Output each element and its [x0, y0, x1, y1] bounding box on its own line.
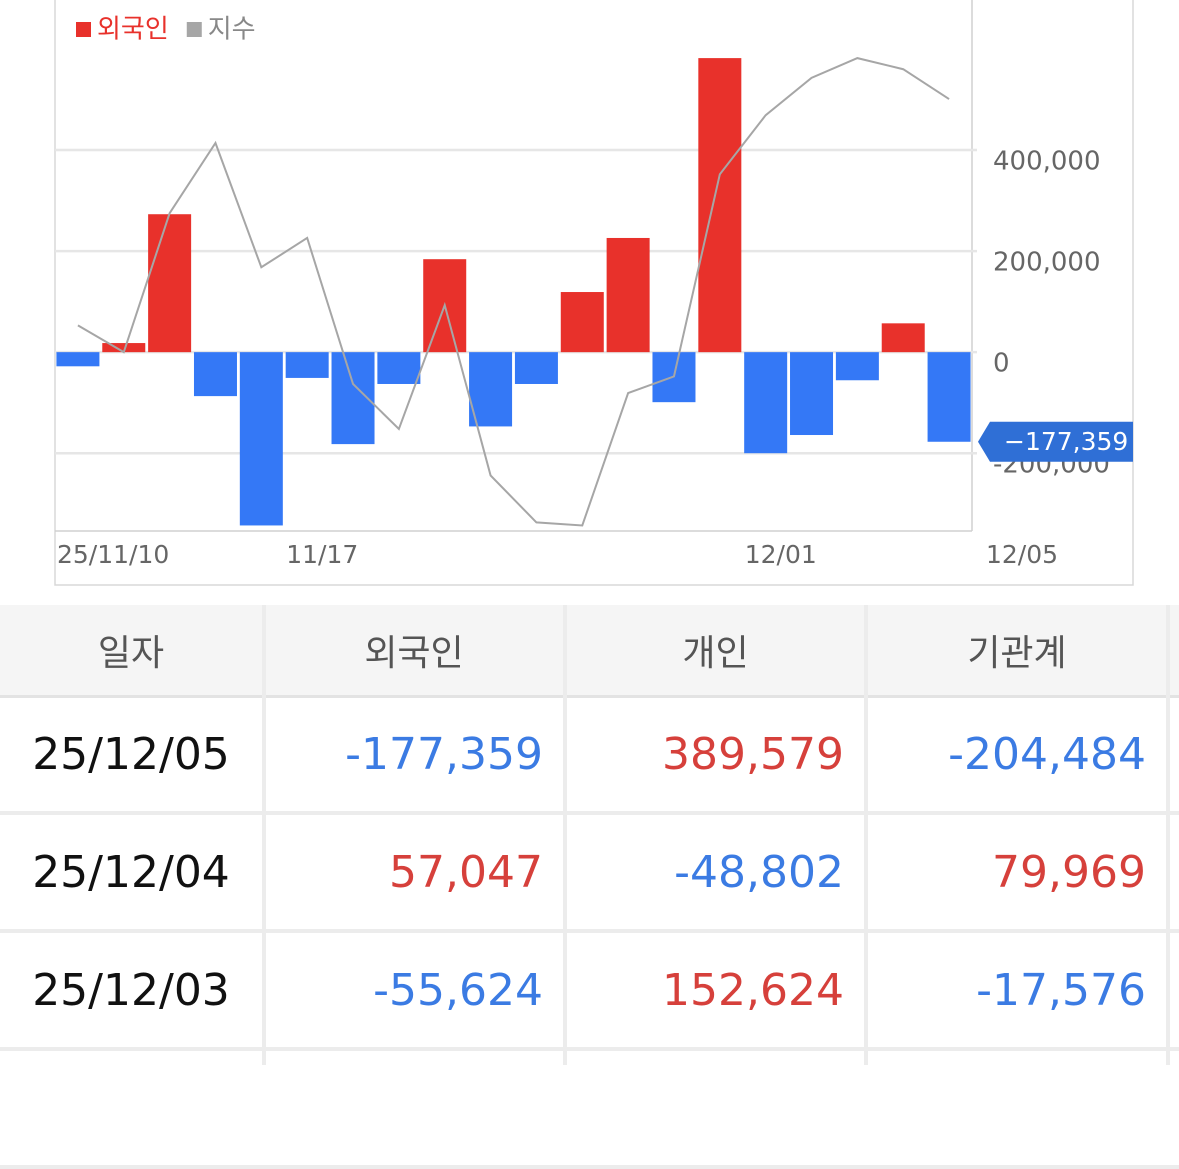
value-cell: [1170, 815, 1179, 929]
legend-label: 외국인: [97, 15, 169, 45]
value-cell: -177,359: [345, 728, 543, 780]
table-row: [0, 1051, 1179, 1169]
x-tick-label: 25/11/10: [57, 540, 169, 569]
table-row: 25/12/03 -55,624 152,624 -17,576: [0, 933, 1179, 1051]
date-cell: [0, 1051, 262, 1165]
column-divider: [563, 605, 567, 1065]
value-cell: -48,802: [674, 846, 844, 898]
column-divider: [262, 605, 266, 1065]
legend-swatch: [76, 22, 91, 37]
bar: [56, 352, 100, 367]
value-cell: -17,576: [976, 964, 1146, 1016]
bar: [148, 214, 192, 353]
callout-box: [978, 421, 1133, 462]
header-cell: 개인: [567, 605, 864, 695]
row-divider: [0, 1047, 1179, 1051]
y-tick-label: 0: [993, 349, 1010, 379]
bar: [377, 352, 421, 384]
date-cell: 25/12/04: [32, 846, 230, 898]
value-cell: [868, 1051, 1166, 1165]
legend-swatch: [186, 22, 202, 37]
header-cell: 기관계: [868, 605, 1166, 695]
bar: [744, 352, 788, 454]
value-cell: [567, 1051, 864, 1165]
table-row: 25/12/05 -177,359 389,579 -204,484: [0, 697, 1179, 815]
index-line: [77, 57, 950, 527]
y-tick-label: 200,000: [993, 248, 1101, 278]
column-divider: [1166, 605, 1170, 1065]
bar: [469, 352, 513, 427]
bar: [790, 352, 834, 436]
row-divider: [0, 1165, 1179, 1169]
column-divider: [864, 605, 868, 1065]
callout-label: −177,359: [1004, 427, 1128, 456]
value-cell: 152,624: [662, 964, 844, 1016]
bar: [881, 323, 925, 353]
bar: [606, 237, 650, 353]
bar: [927, 352, 971, 442]
x-tick-label: 11/17: [286, 540, 358, 569]
value-cell: [1170, 1051, 1179, 1165]
value-cell: [1170, 933, 1179, 1047]
value-cell: [265, 1051, 563, 1165]
header-divider: [0, 695, 1179, 698]
value-cell: -204,484: [948, 728, 1146, 780]
value-cell: -55,624: [373, 964, 543, 1016]
value-cell: [1170, 697, 1179, 811]
table-header: 일자 외국인 개인 기관계: [0, 605, 1179, 695]
header-cell: 외국인: [265, 605, 563, 695]
value-callout: −177,359: [978, 421, 1133, 462]
date-cell: 25/12/03: [32, 964, 230, 1016]
y-tick-label: 400,000: [993, 147, 1101, 177]
bar: [698, 58, 742, 353]
row-divider: [0, 811, 1179, 815]
value-cell: 79,969: [992, 846, 1146, 898]
value-cell: 389,579: [662, 728, 844, 780]
header-cell: 일자: [0, 605, 262, 695]
bar: [835, 352, 879, 381]
header-cell: [1170, 605, 1179, 695]
bar: [193, 352, 237, 397]
legend-label: 지수: [208, 15, 256, 45]
row-divider: [0, 929, 1179, 933]
x-tick-label: 12/01: [745, 540, 817, 569]
bar: [239, 352, 283, 526]
bar: [102, 343, 146, 353]
bar: [285, 352, 329, 378]
date-cell: 25/12/05: [32, 728, 230, 780]
x-tick-label: 12/05: [986, 540, 1058, 569]
bar: [560, 292, 604, 353]
table-row: 25/12/04 57,047 -48,802 79,969: [0, 815, 1179, 933]
bar: [514, 352, 558, 384]
value-cell: 57,047: [389, 846, 543, 898]
chart-frame: [54, 0, 1134, 586]
